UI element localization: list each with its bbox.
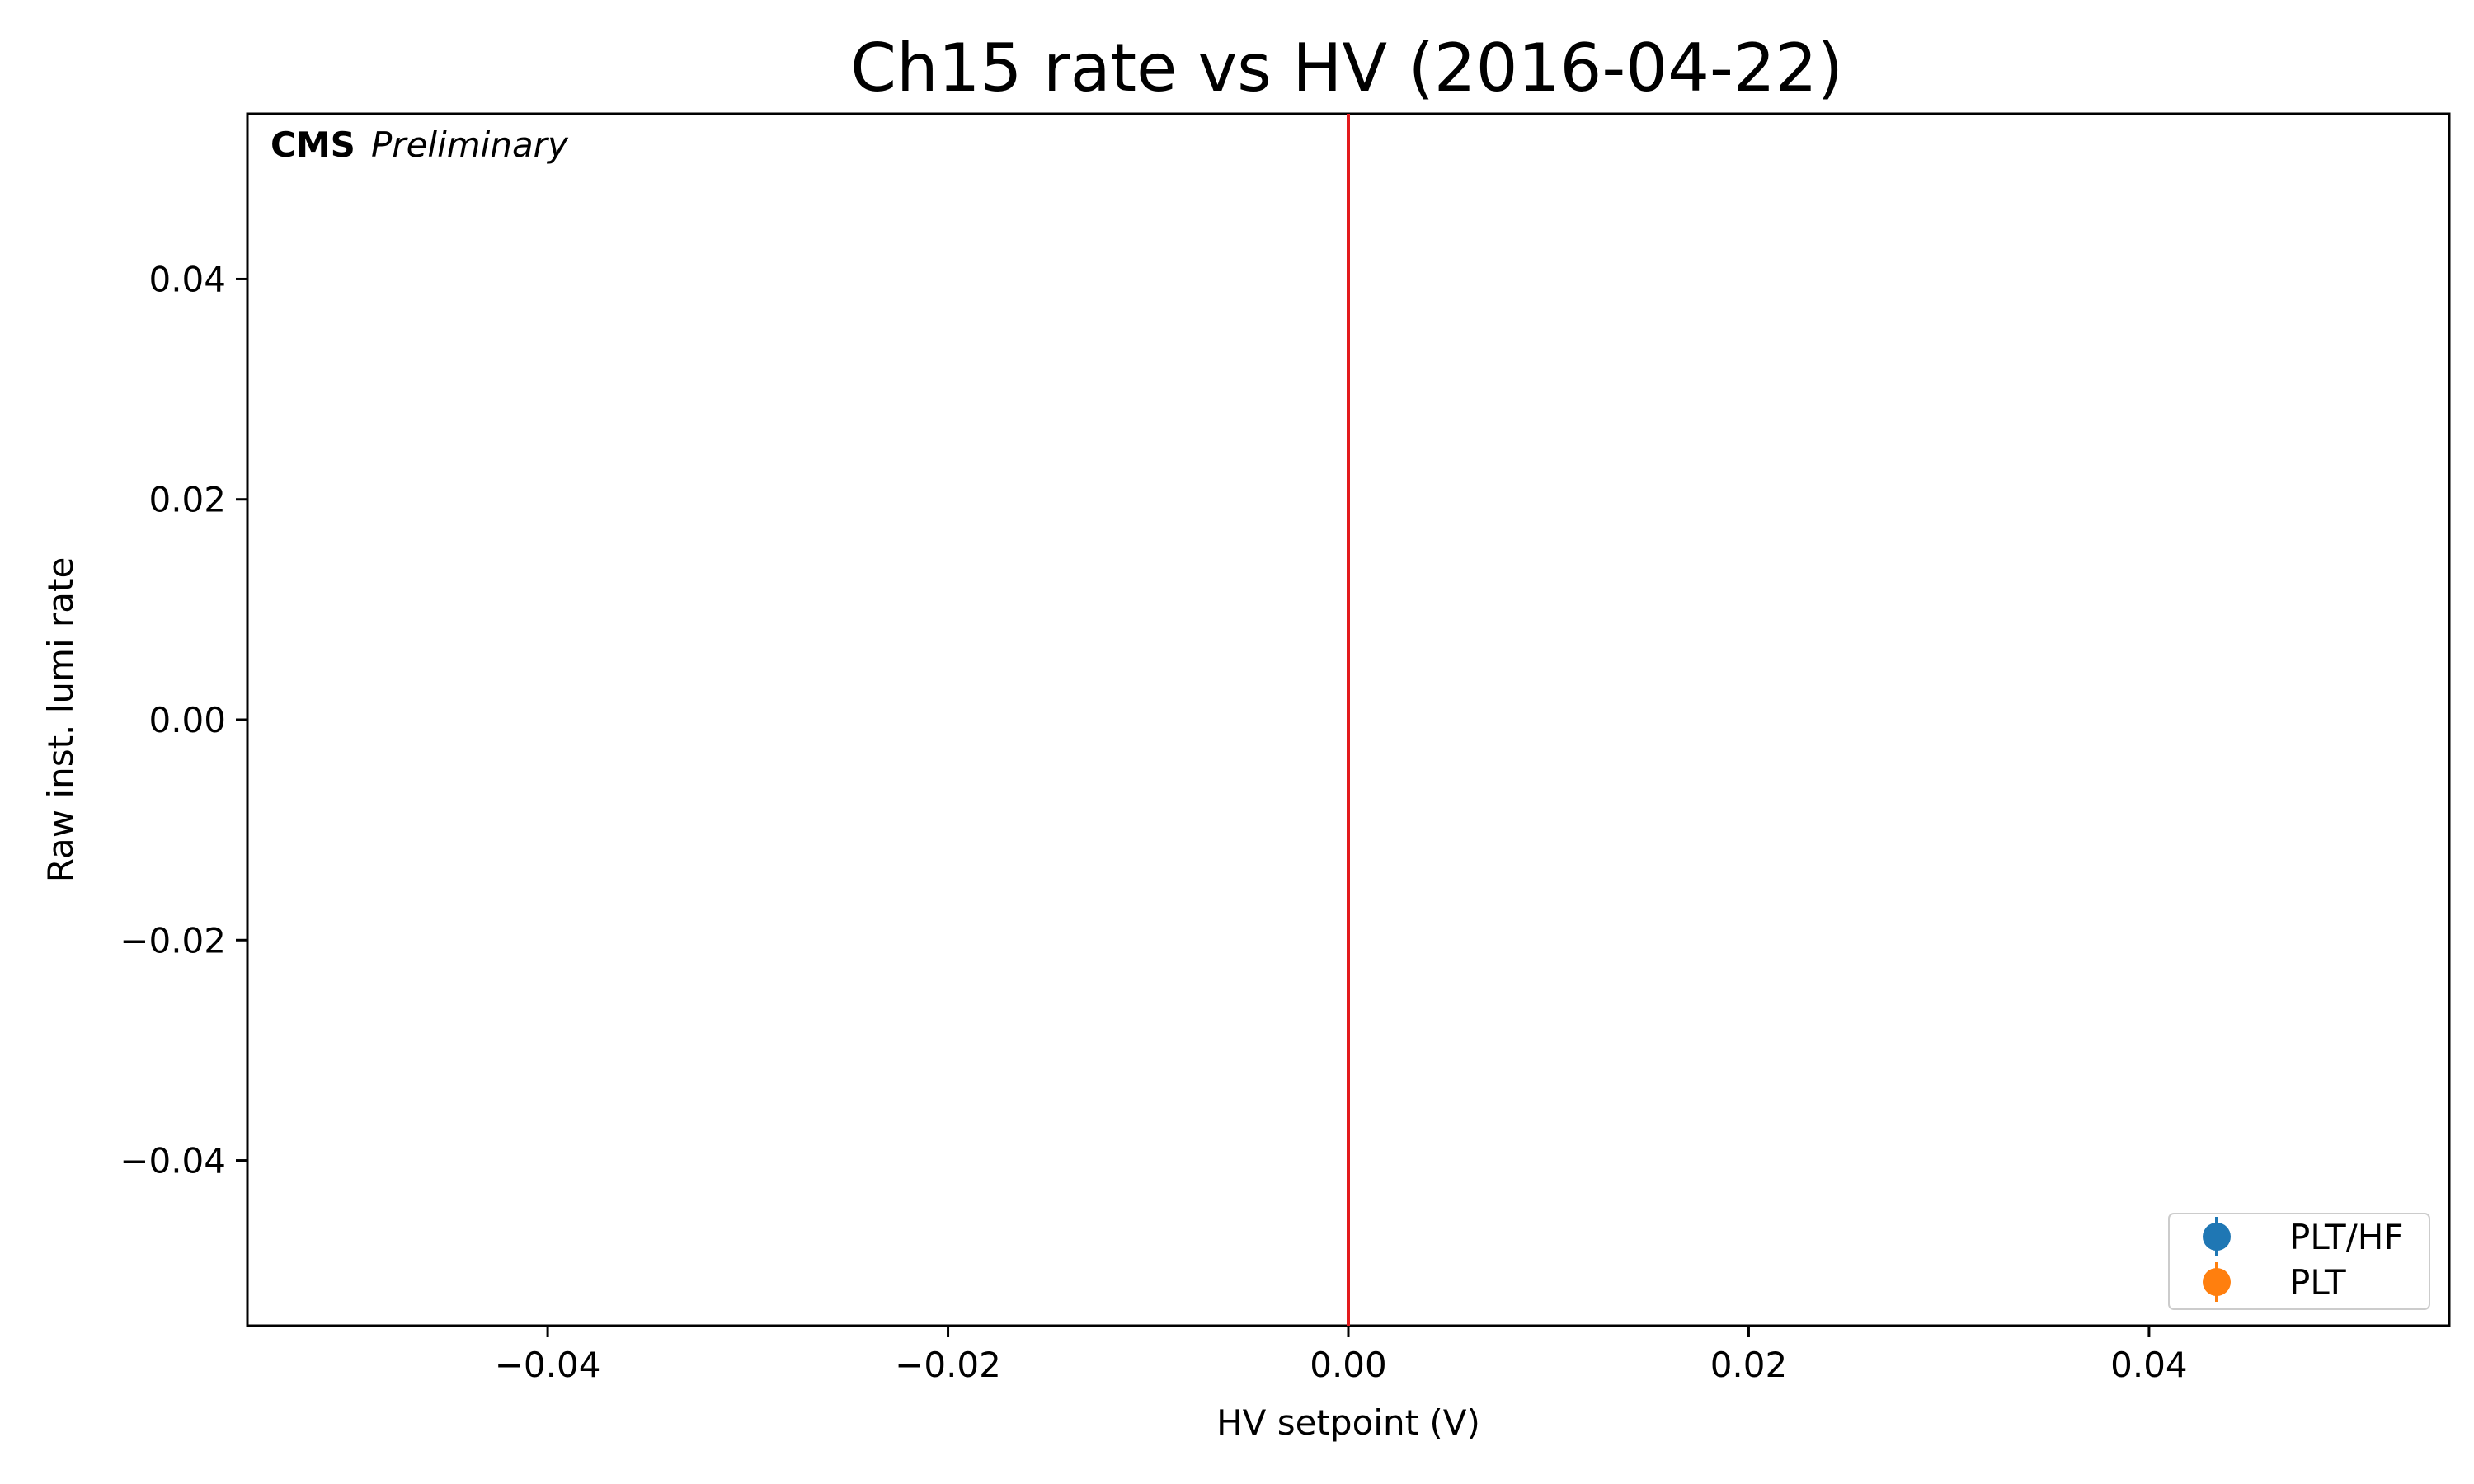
legend-marker [2203,1268,2231,1296]
legend-label: PLT/HF [2289,1217,2404,1257]
x-tick-label: −0.02 [895,1345,1001,1385]
y-tick-label: −0.02 [120,920,226,960]
y-tick-label: −0.04 [120,1141,226,1181]
x-tick-label: 0.04 [2110,1345,2188,1385]
x-tick-label: 0.02 [1710,1345,1788,1385]
x-tick-label: −0.04 [495,1345,601,1385]
y-tick-label: 0.02 [148,480,226,520]
x-axis-label: HV setpoint (V) [1216,1402,1480,1443]
x-axis: −0.04 −0.02 0.00 0.02 0.04 [495,1326,2188,1385]
y-tick-label: 0.04 [148,259,226,299]
y-axis: −0.04 −0.02 0.00 0.02 0.04 [120,259,247,1181]
y-axis-label: Raw inst. lumi rate [40,557,81,883]
legend: PLT/HF PLT [2168,1213,2430,1310]
preliminary-label: Preliminary [371,124,569,165]
x-tick-label: 0.00 [1310,1345,1387,1385]
y-tick-label: 0.00 [148,700,226,740]
legend-label: PLT [2289,1262,2346,1303]
plot-area [246,112,2451,1327]
legend-marker [2203,1223,2231,1251]
cms-label: CMS [270,124,355,165]
chart-title: Ch15 rate vs HV (2016-04-22) [850,30,1843,106]
cms-annotation: CMS Preliminary [270,124,569,165]
legend-frame [2168,1213,2430,1310]
